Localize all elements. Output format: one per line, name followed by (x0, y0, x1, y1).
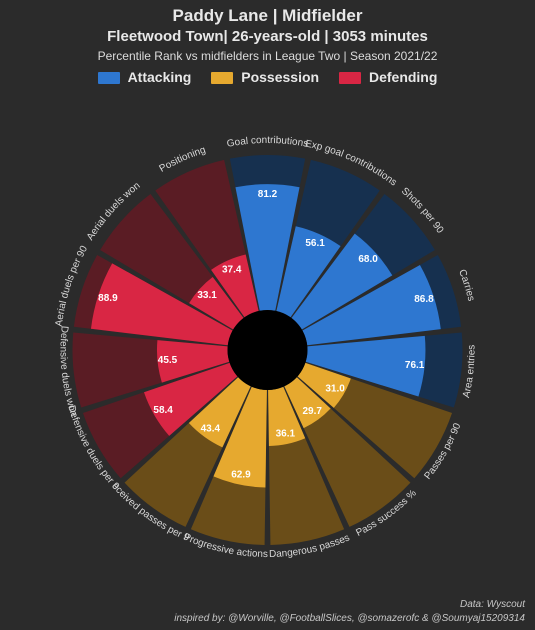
value-label-3: 86.8 (414, 294, 434, 305)
legend-item-possession: Possession (207, 69, 327, 85)
value-label-13: 33.1 (197, 290, 217, 301)
legend-item-defending: Defending (335, 69, 441, 85)
value-label-1: 56.1 (305, 238, 325, 249)
legend-item-attacking: Attacking (94, 69, 200, 85)
legend: Attacking Possession Defending (0, 69, 535, 85)
title-line-3: Percentile Rank vs midfielders in League… (0, 49, 535, 63)
polar-chart: 81.2 56.1 68.0 86.8 76.1 31.029.7 36.1 62.9 43.4… (0, 98, 535, 593)
value-label-4: 76.1 (405, 360, 425, 371)
value-label-0: 81.2 (258, 189, 278, 200)
value-label-10: 58.4 (153, 405, 173, 416)
legend-swatch-attacking (98, 72, 120, 84)
value-label-14: 37.4 (222, 264, 242, 275)
polar-svg: 81.2 56.1 68.0 86.8 76.1 31.029.7 36.1 62.9 43.4… (0, 98, 535, 593)
metric-label-0: Goal contributions (226, 135, 309, 150)
value-label-5: 31.0 (325, 384, 345, 395)
value-label-7: 36.1 (276, 429, 296, 440)
value-label-2: 68.0 (358, 254, 378, 265)
chart-container: { "header": { "line1": "Paddy Lane | Mid… (0, 0, 535, 630)
value-label-9: 43.4 (201, 423, 221, 434)
legend-swatch-possession (211, 72, 233, 84)
value-label-6: 29.7 (302, 406, 322, 417)
value-label-12: 88.9 (98, 293, 118, 304)
title-block: Paddy Lane | Midfielder Fleetwood Town| … (0, 0, 535, 85)
title-line-2: Fleetwood Town| 26-years-old | 3053 minu… (0, 28, 535, 45)
center-hole (228, 310, 308, 390)
value-label-11: 45.5 (158, 355, 178, 366)
data-credit: Data: Wyscout (460, 599, 525, 610)
metric-label-3: Carries (456, 268, 477, 302)
legend-swatch-defending (339, 72, 361, 84)
value-label-8: 62.9 (231, 469, 251, 480)
inspired-credit: inspired by: @Worville, @FootballSlices,… (174, 613, 525, 624)
title-line-1: Paddy Lane | Midfielder (0, 6, 535, 26)
metric-label-4: Area entries (461, 345, 478, 399)
